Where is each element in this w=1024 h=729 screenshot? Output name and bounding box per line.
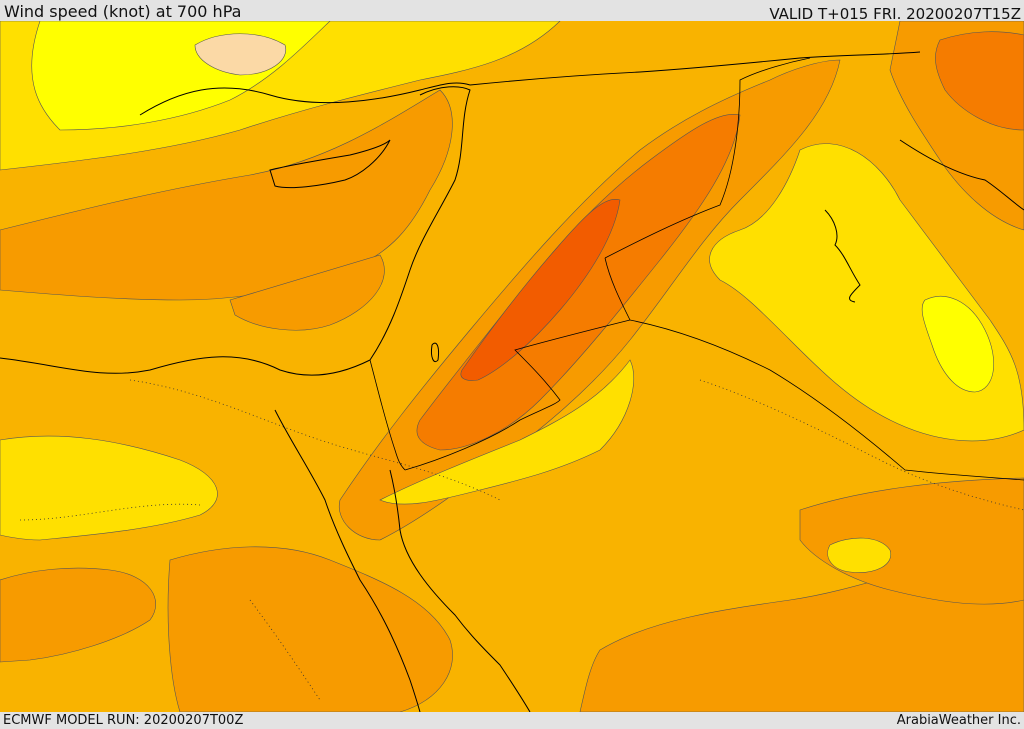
wind-band-20-25-med bbox=[0, 89, 453, 301]
wind-band-10-15-sw bbox=[0, 435, 218, 541]
wind-band-25-30-ne bbox=[935, 31, 1024, 131]
map-footer: ECMWF MODEL RUN: 20200207T00Z ArabiaWeat… bbox=[0, 712, 1024, 729]
map-title: Wind speed (knot) at 700 hPa bbox=[4, 2, 242, 21]
wind-band-20-25-sw bbox=[0, 567, 156, 663]
gulf-of-aqaba bbox=[389, 469, 531, 712]
wind-band-light-nw bbox=[194, 33, 287, 76]
wind-band-20-25-south bbox=[167, 546, 453, 712]
persian-gulf-coast bbox=[899, 139, 1024, 211]
syria-iraq-border bbox=[604, 57, 811, 259]
cyprus-outline bbox=[269, 139, 391, 189]
wind-band-20-25-med-tail bbox=[229, 254, 385, 331]
wind-band-10-15-central bbox=[379, 359, 635, 505]
jordan-border bbox=[404, 257, 631, 471]
turkey-coast bbox=[139, 82, 471, 116]
wind-speed-map[interactable] bbox=[0, 21, 1024, 712]
turkey-syria-border bbox=[469, 51, 921, 86]
gulf-of-suez bbox=[274, 409, 421, 712]
model-run: ECMWF MODEL RUN: 20200207T00Z bbox=[3, 713, 244, 728]
egypt-israel-border bbox=[369, 359, 406, 471]
wind-band-30-35-jet bbox=[460, 198, 621, 381]
credit: ArabiaWeather Inc. bbox=[896, 713, 1021, 728]
map-header: Wind speed (knot) at 700 hPa VALID T+015… bbox=[0, 0, 1024, 21]
wind-band-5-10-east bbox=[921, 296, 995, 393]
kuwait-coast bbox=[824, 209, 861, 303]
iraq-saudi-border bbox=[629, 319, 1024, 481]
levant-coast bbox=[0, 86, 471, 376]
wind-band-10-15-east-blob bbox=[827, 537, 892, 573]
dotted-contour-2 bbox=[699, 379, 1024, 511]
dead-sea bbox=[431, 342, 439, 363]
dotted-contour-4 bbox=[249, 599, 321, 701]
valid-time: VALID T+015 FRI. 20200207T15Z bbox=[769, 5, 1021, 21]
